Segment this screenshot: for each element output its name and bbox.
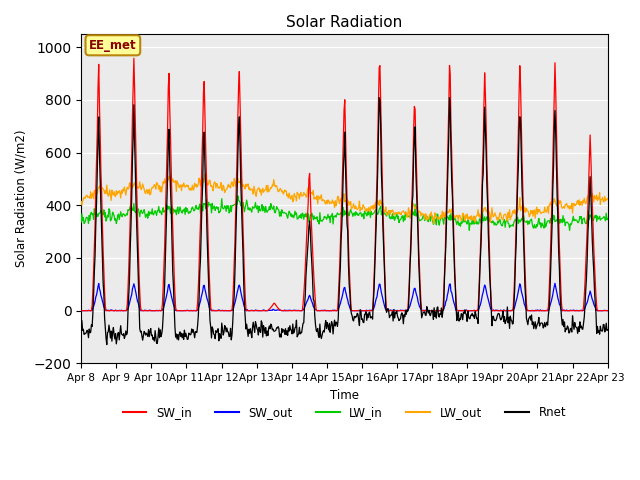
LW_out <box>201 171 209 177</box>
Legend: SW_in, SW_out, LW_in, LW_out, Rnet: SW_in, SW_out, LW_in, LW_out, Rnet <box>118 401 571 423</box>
SW_out <box>604 308 612 313</box>
SW_out <box>79 308 86 313</box>
LW_out <box>141 190 148 195</box>
LW_in <box>195 206 202 212</box>
LW_in <box>566 228 573 233</box>
LW_in <box>87 210 95 216</box>
LW_out <box>409 200 417 206</box>
Rnet <box>141 332 149 338</box>
LW_out <box>77 199 85 204</box>
SW_in <box>141 308 149 313</box>
SW_in <box>77 308 85 313</box>
SW_out <box>77 308 85 313</box>
SW_in <box>604 308 612 313</box>
Line: LW_out: LW_out <box>81 174 608 224</box>
Rnet <box>77 331 85 337</box>
Rnet <box>195 297 203 302</box>
SW_in <box>409 166 417 171</box>
Line: SW_in: SW_in <box>81 58 608 311</box>
SW_in <box>130 55 138 61</box>
Line: Rnet: Rnet <box>81 98 608 345</box>
Rnet <box>376 95 383 101</box>
LW_in <box>409 212 417 217</box>
LW_out <box>424 216 432 222</box>
SW_in <box>195 264 203 269</box>
SW_out <box>424 308 432 313</box>
SW_in <box>223 308 231 313</box>
X-axis label: Time: Time <box>330 389 359 402</box>
LW_in <box>141 211 148 216</box>
LW_out <box>87 189 95 194</box>
SW_out <box>223 308 231 313</box>
LW_in <box>234 193 242 199</box>
SW_out <box>88 308 95 313</box>
SW_in <box>87 308 95 313</box>
LW_out <box>604 195 612 201</box>
LW_in <box>222 208 230 214</box>
Rnet <box>410 153 417 158</box>
LW_out <box>195 181 202 187</box>
SW_in <box>424 308 432 313</box>
Rnet <box>223 325 231 331</box>
Line: SW_out: SW_out <box>81 283 608 311</box>
LW_in <box>604 216 612 221</box>
SW_out <box>551 280 559 286</box>
LW_in <box>424 219 432 225</box>
SW_out <box>141 308 149 313</box>
Title: Solar Radiation: Solar Radiation <box>286 15 403 30</box>
SW_out <box>195 303 203 309</box>
Rnet <box>87 329 95 335</box>
LW_out <box>223 186 231 192</box>
SW_out <box>409 292 417 298</box>
Line: LW_in: LW_in <box>81 196 608 230</box>
Text: EE_met: EE_met <box>89 39 137 52</box>
LW_in <box>77 219 85 225</box>
Rnet <box>103 342 111 348</box>
Rnet <box>425 307 433 313</box>
Y-axis label: Solar Radiation (W/m2): Solar Radiation (W/m2) <box>15 130 28 267</box>
LW_out <box>430 221 438 227</box>
Rnet <box>604 327 612 333</box>
